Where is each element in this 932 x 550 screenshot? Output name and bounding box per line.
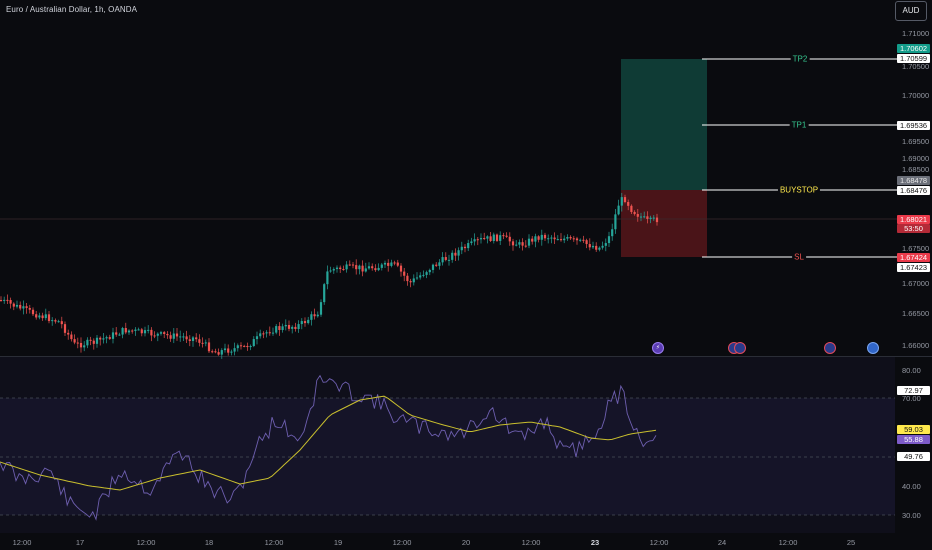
- rsi-upper-tag: 72.97: [897, 386, 930, 395]
- time-axis-label: 12:00: [649, 538, 669, 547]
- rsi-axis-label: 80.00: [902, 366, 921, 375]
- price-axis-label: 1.69500: [902, 137, 930, 146]
- rsi-axis-label: 30.00: [902, 511, 921, 520]
- price-axis-label: 1.66500: [902, 309, 930, 318]
- price-axis-label: 1.66000: [902, 341, 930, 350]
- time-axis-label: 12:00: [12, 538, 32, 547]
- price-axis-label: 1.68500: [902, 165, 930, 174]
- tp1-label: TP1: [789, 120, 809, 130]
- rsi-band: [0, 398, 895, 515]
- sl-top-tag: 1.67424: [897, 253, 930, 262]
- tp2-tag: 1.70599: [897, 54, 930, 63]
- time-axis-label: 17: [75, 538, 85, 547]
- tp2-top-tag: 1.70602: [897, 44, 930, 53]
- price-axis-label: 1.71000: [902, 29, 930, 38]
- price-axis-label: 1.70500: [902, 62, 930, 71]
- buystop-top-tag: 1.68478: [897, 176, 930, 185]
- time-axis-label: 19: [333, 538, 343, 547]
- time-axis-label: 23: [590, 538, 600, 547]
- price-axis-label: 1.67500: [902, 244, 930, 253]
- rsi-value-tag: 55.88: [897, 435, 930, 444]
- lightning-event-icon[interactable]: ⚡: [652, 342, 664, 354]
- time-axis-label: 18: [204, 538, 214, 547]
- last-price-tag: 1.68021: [897, 215, 930, 224]
- rsi-lower-tag: 49.76: [897, 452, 930, 461]
- rsi-ma-tag: 59.03: [897, 425, 930, 434]
- rsi-lines: [0, 374, 657, 521]
- time-axis-label: 24: [717, 538, 727, 547]
- currency-button[interactable]: AUD: [895, 1, 927, 21]
- buystop-tag: 1.68476: [897, 186, 930, 195]
- flag-event-icon[interactable]: [867, 342, 879, 354]
- time-axis-label: 12:00: [392, 538, 412, 547]
- price-axis-label: 1.67000: [902, 279, 930, 288]
- stop-loss-zone[interactable]: [621, 190, 707, 257]
- rsi-axis-label: 70.00: [902, 394, 921, 403]
- tp2-label: TP2: [790, 54, 810, 64]
- flag-event-icon[interactable]: [824, 342, 836, 354]
- time-axis-label: 12:00: [521, 538, 541, 547]
- time-axis-label: 12:00: [778, 538, 798, 547]
- candles: [0, 192, 659, 359]
- time-axis-label: 12:00: [136, 538, 156, 547]
- rsi-axis-label: 40.00: [902, 482, 921, 491]
- sl-label: SL: [792, 252, 806, 262]
- time-axis-label: 20: [461, 538, 471, 547]
- take-profit-zone[interactable]: [621, 59, 707, 190]
- flag-event-icon[interactable]: [734, 342, 746, 354]
- price-axis-label: 1.69000: [902, 154, 930, 163]
- tp1-tag: 1.69536: [897, 121, 930, 130]
- countdown-tag: 53:50: [897, 224, 930, 233]
- price-axis-label: 1.70000: [902, 91, 930, 100]
- sl-tag: 1.67423: [897, 263, 930, 272]
- buystop-label: BUYSTOP: [777, 185, 821, 195]
- symbol-title: Euro / Australian Dollar, 1h, OANDA: [6, 5, 138, 14]
- time-axis-label: 12:00: [264, 538, 284, 547]
- time-axis-label: 25: [846, 538, 856, 547]
